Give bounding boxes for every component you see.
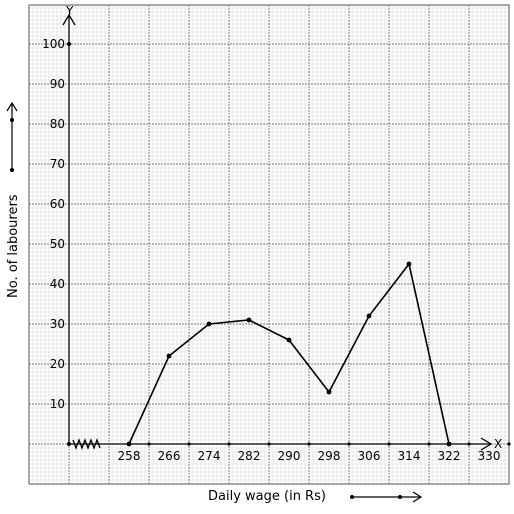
y-tick-label: 40 bbox=[50, 277, 65, 291]
series bbox=[126, 261, 452, 447]
y-tick-label: 90 bbox=[50, 77, 65, 91]
data-point bbox=[206, 321, 212, 327]
x-tick-label: 258 bbox=[118, 449, 141, 463]
x-tick-label: 274 bbox=[198, 449, 221, 463]
y-direction-arrow bbox=[6, 101, 18, 172]
data-point bbox=[286, 337, 292, 343]
x-tick-point bbox=[227, 442, 231, 446]
x-tick-point bbox=[267, 442, 271, 446]
data-point bbox=[446, 441, 452, 447]
y-axis-label: No. of labourers bbox=[6, 194, 21, 298]
data-point bbox=[366, 313, 372, 319]
y-tick-label: 10 bbox=[50, 397, 65, 411]
x-tick-label: 282 bbox=[238, 449, 261, 463]
x-axis-break-zigzag bbox=[72, 438, 101, 450]
y-axis-arrowhead bbox=[62, 13, 76, 26]
data-point bbox=[326, 389, 332, 395]
x-tick-label: 322 bbox=[438, 449, 461, 463]
y-tick-label: 80 bbox=[50, 117, 65, 131]
x-axis-label: Daily wage (in Rs) bbox=[208, 489, 326, 504]
x-axis-letter: X bbox=[494, 437, 502, 451]
x-tick-point bbox=[347, 442, 351, 446]
x-tick-label: 298 bbox=[318, 449, 341, 463]
data-point bbox=[246, 317, 252, 323]
x-tick-label: 314 bbox=[398, 449, 421, 463]
x-tick-label: 290 bbox=[278, 449, 301, 463]
data-point bbox=[126, 441, 132, 447]
x-tick-point bbox=[187, 442, 191, 446]
x-axis-arrowhead bbox=[480, 437, 493, 451]
y-tick-label: 100 bbox=[42, 37, 65, 51]
x-tick-point bbox=[387, 442, 391, 446]
tick-labels: 258 266 274 282 290 298 306 314 322 330 10 20 30 40 50… bbox=[42, 37, 511, 463]
y-tick-label: 60 bbox=[50, 197, 65, 211]
x-tick-label: 266 bbox=[158, 449, 181, 463]
grid-minor bbox=[29, 5, 509, 484]
x-tick-point bbox=[427, 442, 431, 446]
y-axis-letter: Y bbox=[65, 4, 74, 18]
data-point bbox=[406, 261, 412, 267]
grid-border bbox=[28, 4, 510, 485]
data-point bbox=[166, 353, 172, 359]
y-tick-label: 20 bbox=[50, 357, 65, 371]
x-tick-point bbox=[467, 442, 471, 446]
origin-point bbox=[67, 442, 71, 446]
y-tick-label: 30 bbox=[50, 317, 65, 331]
x-tick-point bbox=[307, 442, 311, 446]
y-tick-label: 50 bbox=[50, 237, 65, 251]
x-direction-arrow bbox=[350, 491, 423, 503]
axes bbox=[62, 13, 493, 451]
y-tick-label: 70 bbox=[50, 157, 65, 171]
x-tick-point bbox=[507, 442, 511, 446]
x-tick-point bbox=[147, 442, 151, 446]
x-tick-label: 306 bbox=[358, 449, 381, 463]
y-axis-top-point bbox=[67, 42, 71, 46]
x-tick-label: 330 bbox=[478, 449, 501, 463]
